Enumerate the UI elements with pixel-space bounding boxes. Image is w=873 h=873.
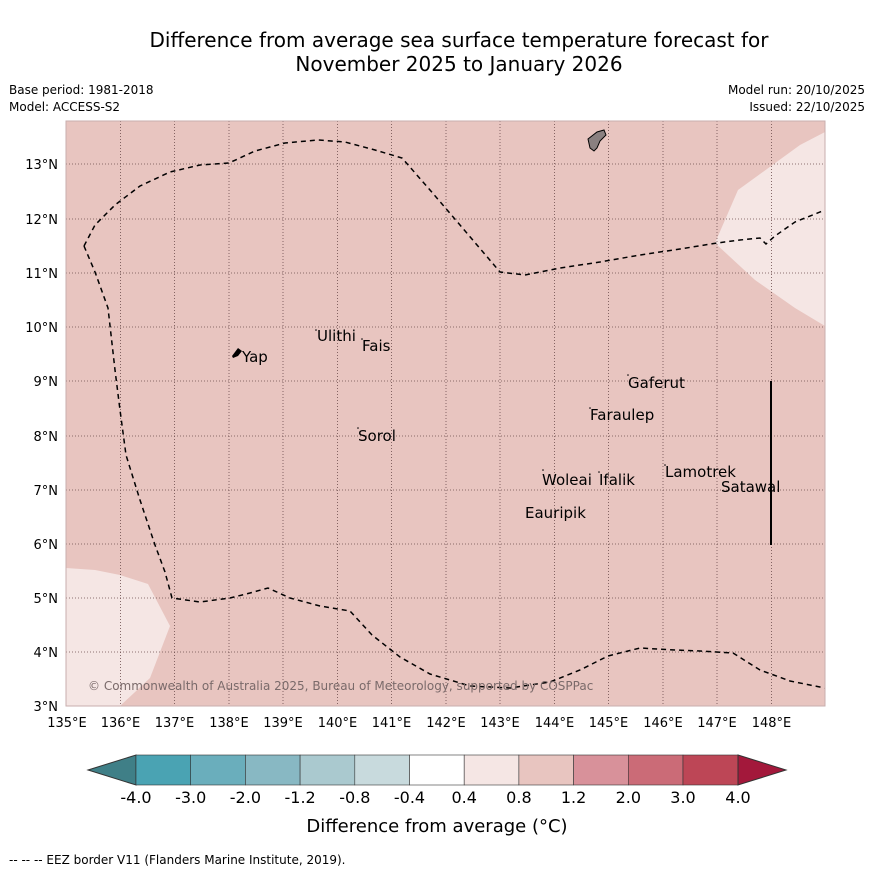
lon-tick: 147°E	[697, 716, 737, 731]
ifalik-island	[598, 471, 600, 473]
woleai-island	[542, 469, 544, 471]
colorbar-swatch	[682, 754, 739, 786]
label-sorol: Sorol	[358, 427, 396, 445]
latitude-axis: 3°N 4°N 5°N 6°N 7°N 8°N 9°N 10°N 11°N 12…	[25, 158, 58, 715]
lat-tick: 12°N	[25, 213, 58, 228]
colorbar-tick: 2.0	[616, 788, 641, 807]
label-satawal: Satawal	[721, 478, 780, 496]
colorbar-swatch	[627, 754, 684, 786]
label-fais: Fais	[362, 337, 391, 355]
lon-tick: 135°E	[47, 716, 87, 731]
lon-tick: 144°E	[535, 716, 575, 731]
lon-tick: 146°E	[643, 716, 683, 731]
lat-tick: 13°N	[25, 158, 58, 173]
meta-left: Base period: 1981-2018 Model: ACCESS-S2	[9, 82, 154, 116]
lat-tick: 11°N	[25, 267, 58, 282]
colorbar-swatch	[409, 754, 465, 786]
label-ifalik: Ifalik	[599, 471, 635, 489]
chart-title: Difference from average sea surface temp…	[0, 28, 873, 76]
lon-tick: 138°E	[209, 716, 249, 731]
issued-date: Issued: 22/10/2025	[749, 100, 865, 114]
colorbar-swatch	[354, 754, 410, 786]
label-faraulep: Faraulep	[590, 406, 654, 424]
colorbar-swatch	[299, 754, 356, 786]
model-name: Model: ACCESS-S2	[9, 100, 121, 114]
longitude-axis: 135°E 136°E 137°E 138°E 139°E 140°E 141°…	[47, 716, 791, 731]
eez-border	[83, 139, 825, 276]
lamotrek-island	[664, 464, 666, 466]
lat-tick: 7°N	[34, 484, 59, 499]
fais-island	[361, 338, 363, 340]
colorbar-tick: -4.0	[120, 788, 151, 807]
lat-tick: 10°N	[25, 321, 58, 336]
colorbar-tick: -0.4	[394, 788, 425, 807]
lat-tick: 8°N	[34, 430, 59, 445]
colorbar-swatch	[573, 754, 629, 786]
label-eauripik: Eauripik	[525, 504, 586, 522]
title-line-1: Difference from average sea surface temp…	[149, 28, 769, 52]
faraulep-island	[589, 407, 591, 409]
lon-tick: 141°E	[372, 716, 412, 731]
colorbar-tick: -0.8	[339, 788, 370, 807]
colorbar-ticks: -4.0 -3.0 -2.0 -1.2 -0.8 -0.4 0.4 0.8 1.…	[120, 788, 750, 807]
lon-tick: 140°E	[318, 716, 358, 731]
eez-border-west-south	[83, 245, 825, 689]
anomaly-patch-sw	[66, 568, 170, 706]
colorbar-tick: 3.0	[670, 788, 695, 807]
anomaly-patch-ne	[715, 132, 825, 326]
colorbar-label: Difference from average (°C)	[306, 816, 567, 837]
colorbar-tick: 1.2	[561, 788, 586, 807]
colorbar-swatch	[135, 754, 192, 786]
graticule	[66, 121, 825, 706]
sorol-island	[357, 427, 359, 429]
colorbar-tick: -2.0	[230, 788, 261, 807]
lat-tick: 9°N	[34, 375, 59, 390]
model-run: Model run: 20/10/2025	[727, 83, 865, 97]
colorbar	[86, 754, 788, 786]
colorbar-swatch	[190, 754, 246, 786]
label-lamotrek: Lamotrek	[665, 463, 736, 481]
anomaly-field-0.8-1.2	[66, 121, 825, 706]
colorbar-tick: 0.4	[451, 788, 476, 807]
colorbar-tick: 4.0	[725, 788, 750, 807]
meta-right: Model run: 20/10/2025 Issued: 22/10/2025	[728, 82, 865, 116]
label-woleai: Woleai	[542, 471, 592, 489]
colorbar-swatch	[245, 754, 301, 786]
lat-tick: 3°N	[34, 700, 59, 715]
lon-tick: 145°E	[589, 716, 629, 731]
ulithi-island	[315, 329, 317, 331]
eez-footnote: -- -- -- EEZ border V11 (Flanders Marine…	[9, 853, 346, 867]
colorbar-tick: -1.2	[284, 788, 315, 807]
lat-tick: 4°N	[34, 646, 59, 661]
title-line-2: November 2025 to January 2026	[295, 52, 623, 76]
lon-tick: 142°E	[426, 716, 466, 731]
colorbar-swatch	[463, 754, 520, 786]
lon-tick: 143°E	[480, 716, 520, 731]
colorbar-extend-min	[86, 754, 137, 786]
map-area	[66, 121, 825, 706]
lon-tick: 139°E	[263, 716, 303, 731]
lon-tick: 136°E	[101, 716, 141, 731]
copyright-notice: © Commonwealth of Australia 2025, Bureau…	[88, 679, 593, 693]
lon-tick: 148°E	[752, 716, 792, 731]
base-period: Base period: 1981-2018	[9, 83, 154, 97]
map-frame	[65, 120, 826, 707]
lat-tick: 5°N	[34, 592, 59, 607]
gaferut-island	[627, 374, 629, 376]
guam-island	[587, 129, 607, 152]
lat-tick: 6°N	[34, 538, 59, 553]
colorbar-tick: -3.0	[175, 788, 206, 807]
label-yap: Yap	[241, 348, 268, 366]
label-gaferut: Gaferut	[628, 374, 685, 392]
yap-island	[232, 348, 242, 358]
label-ulithi: Ulithi	[317, 327, 356, 345]
lon-tick: 137°E	[155, 716, 195, 731]
colorbar-swatch	[518, 754, 574, 786]
colorbar-tick: 0.8	[506, 788, 531, 807]
colorbar-extend-max	[737, 754, 788, 786]
